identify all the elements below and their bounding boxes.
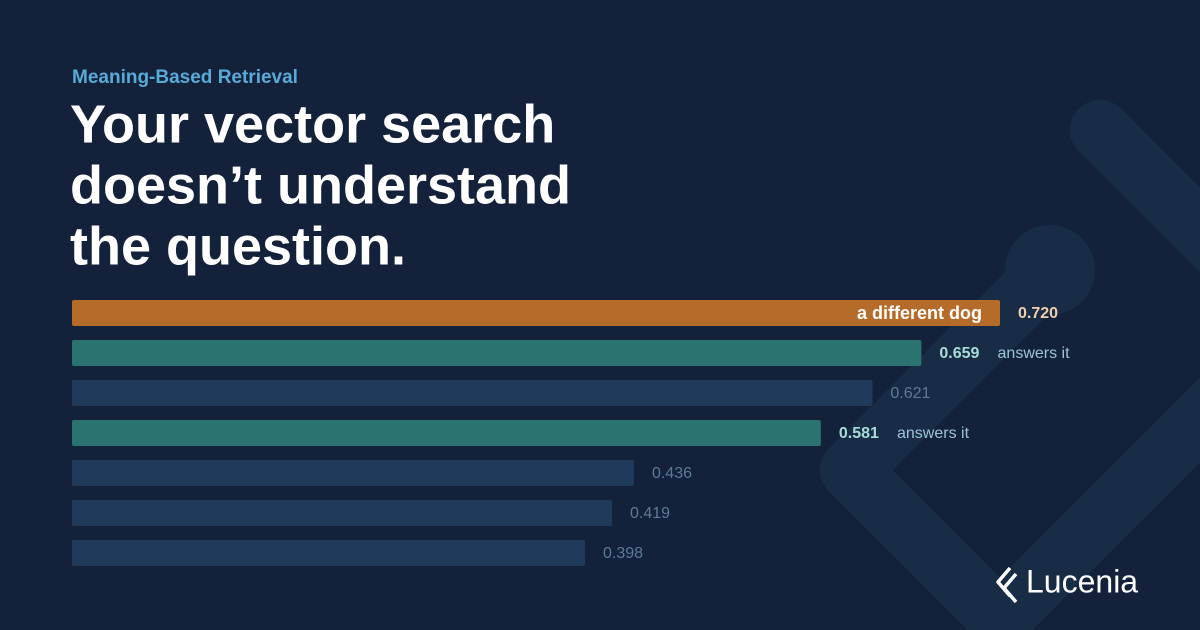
bar <box>72 500 613 526</box>
logo: Lucenia <box>996 563 1138 604</box>
value-label: 0.419 <box>630 505 670 522</box>
value-label: 0.398 <box>603 545 643 562</box>
bar <box>72 380 873 406</box>
value-label: 0.436 <box>652 465 692 482</box>
eyebrow: Meaning-Based Retrieval <box>72 67 298 88</box>
bar-note: answers it <box>998 345 1071 362</box>
logo-icon <box>996 566 1018 604</box>
bar <box>72 300 1000 326</box>
value-label: 0.720 <box>1018 305 1058 322</box>
value-label: 0.659 <box>939 345 979 362</box>
bar-note: a different dog <box>857 303 982 323</box>
bar-note: answers it <box>897 425 970 442</box>
bar <box>72 420 821 446</box>
title-line: Your vector search <box>70 94 555 154</box>
decor-shape <box>820 100 1200 630</box>
bar <box>72 340 922 366</box>
value-label: 0.621 <box>890 385 930 402</box>
decor <box>820 100 1200 630</box>
title-line: doesn’t understand <box>70 155 571 215</box>
brand: Lucenia <box>1026 563 1138 599</box>
bar <box>72 460 634 486</box>
value-label: 0.581 <box>839 425 879 442</box>
title-line: the question. <box>70 216 406 276</box>
decor-dot <box>1005 225 1095 315</box>
bar <box>72 540 585 566</box>
